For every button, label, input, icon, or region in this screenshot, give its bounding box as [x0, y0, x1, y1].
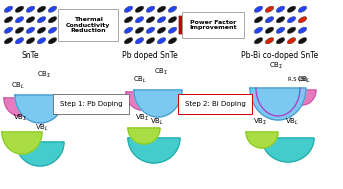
Text: R.S (Bi): R.S (Bi) — [288, 77, 308, 83]
Ellipse shape — [146, 17, 155, 23]
Ellipse shape — [48, 38, 57, 44]
Ellipse shape — [124, 27, 133, 33]
Polygon shape — [250, 88, 306, 120]
Text: VB$_L$: VB$_L$ — [285, 117, 299, 127]
FancyArrow shape — [180, 110, 244, 114]
Ellipse shape — [146, 27, 155, 33]
Text: Pb-Bi co-doped SnTe: Pb-Bi co-doped SnTe — [241, 51, 319, 60]
FancyArrow shape — [58, 110, 118, 114]
Polygon shape — [128, 128, 160, 144]
Text: VB$_L$: VB$_L$ — [150, 117, 164, 127]
Ellipse shape — [265, 17, 274, 23]
Ellipse shape — [157, 6, 166, 12]
Polygon shape — [262, 138, 314, 162]
Ellipse shape — [4, 17, 13, 23]
Text: Step 2: Bi Doping: Step 2: Bi Doping — [185, 101, 245, 107]
Ellipse shape — [124, 6, 133, 12]
Ellipse shape — [124, 38, 133, 44]
Polygon shape — [2, 132, 42, 154]
Ellipse shape — [298, 27, 307, 33]
Ellipse shape — [37, 27, 46, 33]
Ellipse shape — [265, 27, 274, 33]
Ellipse shape — [15, 38, 24, 44]
Text: VB$_L$: VB$_L$ — [35, 123, 49, 133]
Polygon shape — [126, 92, 158, 110]
Text: Thermal
Conductivity
Reduction: Thermal Conductivity Reduction — [66, 17, 110, 33]
Polygon shape — [288, 90, 316, 105]
Text: VB$_\Sigma$: VB$_\Sigma$ — [253, 117, 267, 127]
Ellipse shape — [4, 27, 13, 33]
Ellipse shape — [276, 17, 285, 23]
Ellipse shape — [157, 17, 166, 23]
Polygon shape — [128, 138, 180, 163]
Ellipse shape — [254, 6, 263, 12]
Text: VB$_\Sigma$: VB$_\Sigma$ — [135, 113, 149, 123]
Polygon shape — [134, 90, 182, 117]
Text: SnTe: SnTe — [21, 51, 39, 60]
Ellipse shape — [37, 17, 46, 23]
Ellipse shape — [48, 27, 57, 33]
Ellipse shape — [135, 38, 144, 44]
Ellipse shape — [124, 17, 133, 23]
Ellipse shape — [265, 6, 274, 12]
Text: VB$_\Sigma$: VB$_\Sigma$ — [13, 113, 27, 123]
Ellipse shape — [157, 38, 166, 44]
Text: CB$_\Sigma$: CB$_\Sigma$ — [269, 61, 283, 71]
Ellipse shape — [4, 38, 13, 44]
Ellipse shape — [4, 6, 13, 12]
Ellipse shape — [168, 17, 177, 23]
Ellipse shape — [276, 27, 285, 33]
Ellipse shape — [15, 27, 24, 33]
Ellipse shape — [298, 17, 307, 23]
Ellipse shape — [135, 27, 144, 33]
Ellipse shape — [48, 6, 57, 12]
Text: CB$_\Sigma$: CB$_\Sigma$ — [154, 67, 168, 77]
Text: CB$_L$: CB$_L$ — [11, 81, 25, 91]
Ellipse shape — [26, 17, 35, 23]
Ellipse shape — [146, 6, 155, 12]
Text: CB$_L$: CB$_L$ — [297, 75, 311, 85]
Ellipse shape — [254, 27, 263, 33]
Ellipse shape — [26, 27, 35, 33]
Ellipse shape — [168, 6, 177, 12]
FancyArrow shape — [59, 13, 113, 37]
Ellipse shape — [26, 6, 35, 12]
Text: Pb doped SnTe: Pb doped SnTe — [122, 51, 178, 60]
Ellipse shape — [298, 38, 307, 44]
FancyArrow shape — [179, 13, 243, 37]
Text: Step 1: Pb Doping: Step 1: Pb Doping — [60, 101, 122, 107]
Ellipse shape — [15, 17, 24, 23]
Ellipse shape — [276, 6, 285, 12]
Ellipse shape — [265, 38, 274, 44]
Ellipse shape — [15, 6, 24, 12]
Text: CB$_\Sigma$: CB$_\Sigma$ — [37, 70, 51, 80]
Ellipse shape — [37, 6, 46, 12]
Ellipse shape — [135, 6, 144, 12]
Ellipse shape — [146, 38, 155, 44]
Ellipse shape — [48, 17, 57, 23]
Ellipse shape — [287, 6, 296, 12]
Ellipse shape — [298, 6, 307, 12]
Ellipse shape — [37, 38, 46, 44]
Ellipse shape — [168, 38, 177, 44]
Polygon shape — [16, 142, 64, 166]
Text: CB$_L$: CB$_L$ — [133, 75, 147, 85]
Ellipse shape — [276, 38, 285, 44]
Polygon shape — [15, 95, 65, 123]
Ellipse shape — [168, 27, 177, 33]
Ellipse shape — [287, 17, 296, 23]
Polygon shape — [246, 132, 278, 148]
Polygon shape — [4, 98, 36, 116]
Ellipse shape — [287, 38, 296, 44]
Ellipse shape — [287, 27, 296, 33]
Ellipse shape — [135, 17, 144, 23]
Ellipse shape — [254, 17, 263, 23]
Ellipse shape — [26, 38, 35, 44]
Ellipse shape — [157, 27, 166, 33]
Text: Power Factor
Improvement: Power Factor Improvement — [189, 20, 237, 30]
Ellipse shape — [254, 38, 263, 44]
